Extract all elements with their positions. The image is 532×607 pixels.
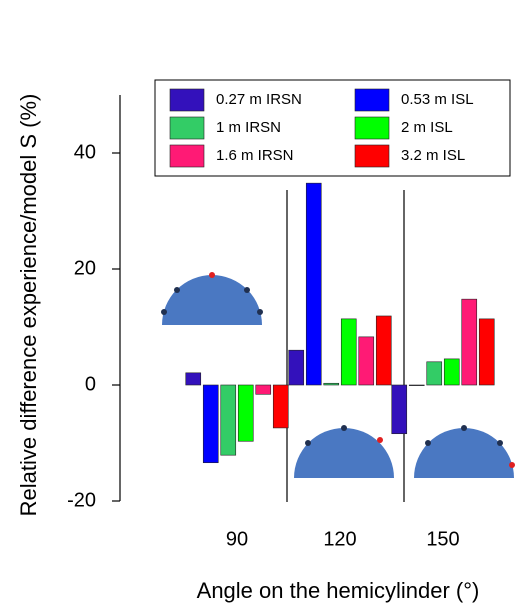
legend-label: 0.27 m IRSN (216, 91, 302, 108)
bar (323, 382, 340, 386)
legend-label: 1.6 m IRSN (216, 147, 294, 164)
hemicylinder-icon (414, 428, 514, 478)
icon-dot (461, 425, 467, 431)
bar (237, 384, 254, 442)
bar (426, 361, 443, 386)
icon-dot (305, 440, 311, 446)
icon-dot (509, 462, 515, 468)
legend-swatch (354, 88, 390, 112)
hemicylinder-icons (161, 272, 515, 478)
icon-dot (497, 440, 503, 446)
legend-swatch (169, 116, 205, 140)
bar (272, 384, 289, 429)
bar (408, 384, 425, 386)
icon-dot (425, 440, 431, 446)
y-axis-title: Relative difference experience/model S (… (16, 94, 41, 517)
icon-dot (377, 437, 383, 443)
x-tick-label: 150 (426, 528, 459, 550)
icon-dot (209, 272, 215, 278)
hemicylinder-icon (294, 428, 394, 478)
y-tick-label: 0 (85, 373, 96, 395)
y-tick-label: 40 (74, 141, 96, 163)
bar (202, 384, 219, 464)
bar (255, 384, 272, 395)
icon-dot (161, 309, 167, 315)
x-axis-title: Angle on the hemicylinder (°) (197, 578, 480, 603)
legend-label: 3.2 m ISL (401, 147, 465, 164)
bar (443, 358, 460, 386)
icon-dot (174, 287, 180, 293)
icon-dot (341, 425, 347, 431)
x-tick-label: 90 (226, 528, 248, 550)
bar (305, 182, 322, 386)
bar (340, 318, 357, 386)
legend-box (154, 79, 511, 177)
bar (478, 318, 495, 386)
bar (358, 336, 375, 386)
legend-swatch (169, 144, 205, 168)
bar (288, 349, 305, 386)
bar (185, 372, 202, 386)
icon-dot (257, 309, 263, 315)
legend-swatch (354, 144, 390, 168)
legend-label: 0.53 m ISL (401, 91, 474, 108)
y-tick-label: -20 (67, 489, 96, 511)
y-tick-label: 20 (74, 257, 96, 279)
bar (220, 384, 237, 456)
icon-dot (244, 287, 250, 293)
hemicylinder-icon (162, 275, 262, 325)
bar (461, 298, 478, 386)
bar (391, 384, 408, 435)
bar (375, 315, 392, 386)
legend-label: 1 m IRSN (216, 119, 281, 136)
x-tick-label: 120 (323, 528, 356, 550)
legend-swatch (169, 88, 205, 112)
legend-label: 2 m ISL (401, 119, 453, 136)
legend-swatch (354, 116, 390, 140)
